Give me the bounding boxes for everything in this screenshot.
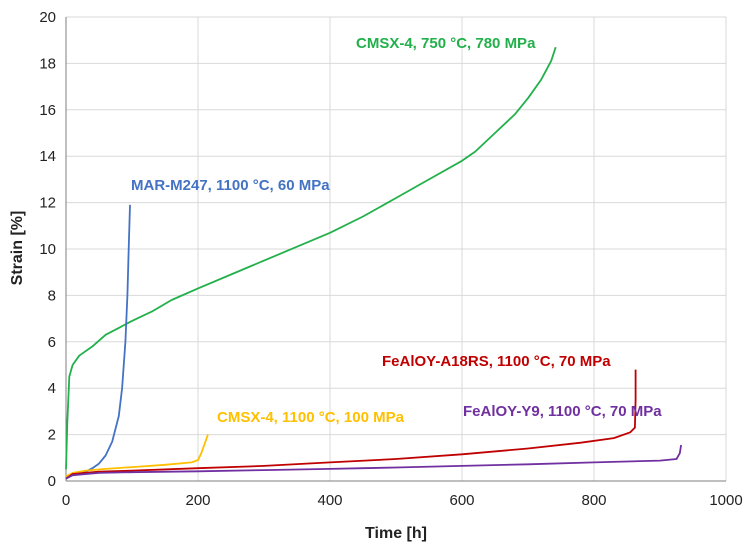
series-label-fealoy-y9-1100-c-70-mpa: FeAlOY-Y9, 1100 °C, 70 MPa <box>463 403 662 420</box>
gridlines <box>66 16 727 481</box>
x-tick-label: 400 <box>317 492 342 509</box>
y-tick-label: 4 <box>48 380 56 397</box>
y-tick-label: 12 <box>39 195 56 212</box>
axes <box>65 17 726 482</box>
y-tick-label: 6 <box>48 334 56 351</box>
y-tick-label: 20 <box>39 9 56 26</box>
series-line-cmsx-4-1100-c-100-mpa <box>65 434 209 478</box>
x-tick-label: 800 <box>581 492 606 509</box>
y-tick-label: 2 <box>48 427 56 444</box>
x-tick-label: 0 <box>62 492 70 509</box>
series-label-mar-m247-1100-c-60-mpa: MAR-M247, 1100 °C, 60 MPa <box>131 177 330 194</box>
y-tick-label: 14 <box>39 148 56 165</box>
y-tick-label: 10 <box>39 241 56 258</box>
x-tick-label: 1000 <box>709 492 742 509</box>
series-line-fealoy-y9-1100-c-70-mpa <box>65 444 682 480</box>
y-tick-label: 18 <box>39 55 56 72</box>
series-line-fealoy-a18rs-1100-c-70-mpa <box>65 369 637 480</box>
y-axis-title: Strain [%] <box>9 211 26 286</box>
series-label-cmsx-4-1100-c-100-mpa: CMSX-4, 1100 °C, 100 MPa <box>217 409 405 426</box>
series-line-cmsx-4-750-c-780-mpa <box>65 46 557 470</box>
series-labels: CMSX-4, 750 °C, 780 MPa MAR-M247, 1100 °C… <box>131 35 662 426</box>
y-tick-label: 0 <box>48 473 56 490</box>
series-label-fealoy-a18rs-1100-c-70-mpa: FeAlOY-A18RS, 1100 °C, 70 MPa <box>382 353 611 370</box>
y-tick-label: 8 <box>48 287 56 304</box>
x-tick-label: 600 <box>449 492 474 509</box>
y-tick-label: 16 <box>39 102 56 119</box>
x-tick-label: 200 <box>185 492 210 509</box>
data-series <box>65 46 682 480</box>
x-axis-title: Time [h] <box>365 525 427 542</box>
series-label-cmsx-4-750-c-780-mpa: CMSX-4, 750 °C, 780 MPa <box>356 35 536 52</box>
